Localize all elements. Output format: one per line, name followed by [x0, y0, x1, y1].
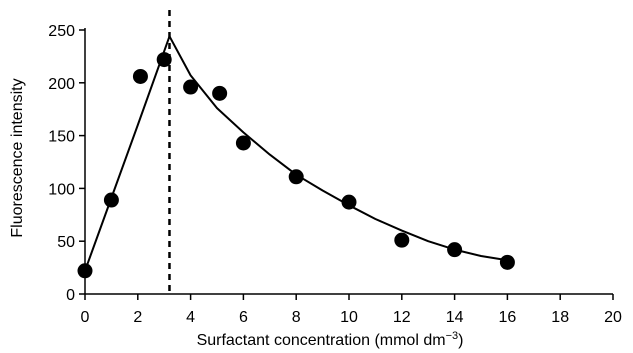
data-point — [132, 68, 148, 84]
y-tick-label: 250 — [48, 23, 75, 40]
y-tick-label: 50 — [57, 234, 75, 251]
data-point — [499, 254, 515, 270]
data-points — [77, 52, 515, 279]
y-tick-label: 150 — [48, 129, 75, 146]
x-tick-label: 14 — [446, 309, 464, 326]
x-tick-label: 0 — [81, 309, 90, 326]
data-point — [447, 242, 463, 258]
x-tick-label: 16 — [499, 309, 517, 326]
data-point — [341, 194, 357, 210]
x-tick-label: 18 — [551, 309, 569, 326]
data-point — [103, 192, 119, 208]
data-point — [212, 85, 228, 101]
x-tick-label: 6 — [239, 309, 248, 326]
x-tick-label: 8 — [292, 309, 301, 326]
x-tick-label: 10 — [340, 309, 358, 326]
fit-curve-group — [84, 35, 508, 272]
data-point — [183, 79, 199, 95]
x-axis-title: Surfactant concentration (mmol dm−3) — [197, 330, 464, 349]
x-tick-label: 12 — [393, 309, 411, 326]
data-point — [156, 52, 172, 68]
x-tick-label: 4 — [186, 309, 195, 326]
y-tick-label: 0 — [66, 287, 75, 304]
data-point — [235, 135, 251, 151]
data-point — [77, 263, 93, 279]
y-tick-label: 200 — [48, 76, 75, 93]
x-tick-label: 2 — [133, 309, 142, 326]
y-tick-label: 100 — [48, 181, 75, 198]
x-tick-label: 20 — [604, 309, 622, 326]
data-point — [394, 232, 410, 248]
y-axis-title: Fluorescence intensity — [9, 78, 26, 237]
data-point — [288, 169, 304, 185]
fit-curve — [84, 35, 508, 272]
